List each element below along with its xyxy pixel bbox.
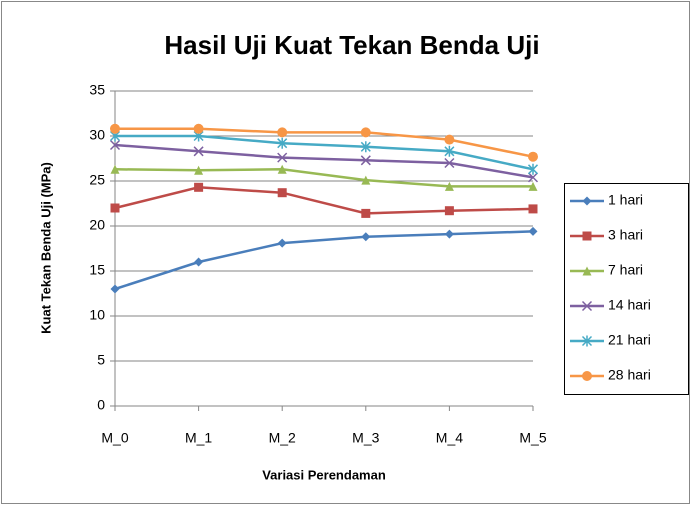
y-tick-label: 10 <box>89 307 105 323</box>
marker <box>277 238 287 248</box>
legend-marker <box>582 196 592 206</box>
marker <box>360 141 371 153</box>
marker <box>444 181 454 191</box>
legend-label: 21 hari <box>608 332 651 348</box>
x-tick-label: M_4 <box>436 430 463 446</box>
legend-marker <box>582 266 592 276</box>
marker <box>194 165 204 175</box>
marker <box>361 208 371 218</box>
x-tick-label: M_2 <box>269 430 296 446</box>
marker <box>110 123 120 134</box>
legend-label: 3 hari <box>608 227 643 243</box>
marker <box>361 232 371 242</box>
marker <box>528 151 538 162</box>
marker <box>528 226 538 236</box>
marker <box>528 204 538 214</box>
marker <box>110 284 120 294</box>
y-tick-label: 25 <box>89 172 105 188</box>
marker <box>110 203 120 213</box>
marker <box>277 164 287 174</box>
y-tick-label: 20 <box>89 217 105 233</box>
marker <box>360 155 371 166</box>
legend-label: 28 hari <box>608 367 651 383</box>
y-tick-label: 30 <box>89 127 105 143</box>
x-tick-label: M_5 <box>519 430 546 446</box>
chart-title: Hasil Uji Kuat Tekan Benda Uji <box>164 30 539 60</box>
line <box>114 143 534 179</box>
line <box>115 134 534 171</box>
marker <box>444 206 454 216</box>
marker <box>193 146 204 157</box>
marker <box>444 157 455 169</box>
marker <box>277 137 288 149</box>
marker <box>194 182 204 192</box>
marker <box>444 145 455 157</box>
marker <box>360 127 371 138</box>
marker <box>527 172 539 183</box>
legend-box <box>564 183 689 395</box>
legend-label: 14 hari <box>608 297 651 313</box>
y-axis-label: Kuat Tekan Benda Uji (MPa) <box>38 162 53 334</box>
marker <box>527 163 539 175</box>
line <box>114 168 533 188</box>
marker <box>361 175 371 185</box>
legend-marker <box>581 300 593 312</box>
x-axis-label: Variasi Perendaman <box>262 467 386 482</box>
marker <box>444 229 454 239</box>
x-tick-label: M_3 <box>352 430 379 446</box>
marker <box>194 257 204 267</box>
marker <box>110 164 120 174</box>
legend-marker <box>582 231 592 241</box>
marker <box>277 152 288 163</box>
y-tick-label: 5 <box>97 352 105 368</box>
marker <box>193 123 204 134</box>
line <box>115 127 534 158</box>
legend-label: 1 hari <box>608 192 643 208</box>
legend-marker <box>581 335 593 347</box>
marker <box>277 188 287 198</box>
marker <box>528 181 538 191</box>
marker <box>109 139 121 151</box>
legend-label: 7 hari <box>608 262 643 278</box>
y-tick-label: 15 <box>89 262 105 278</box>
line <box>114 186 534 215</box>
x-tick-label: M_1 <box>185 430 212 446</box>
y-tick-label: 0 <box>97 397 105 413</box>
y-tick-label: 35 <box>89 82 105 98</box>
marker <box>277 127 288 138</box>
line <box>114 230 534 291</box>
x-tick-label: M_0 <box>101 430 128 446</box>
marker <box>444 134 455 145</box>
legend-marker <box>582 371 592 381</box>
